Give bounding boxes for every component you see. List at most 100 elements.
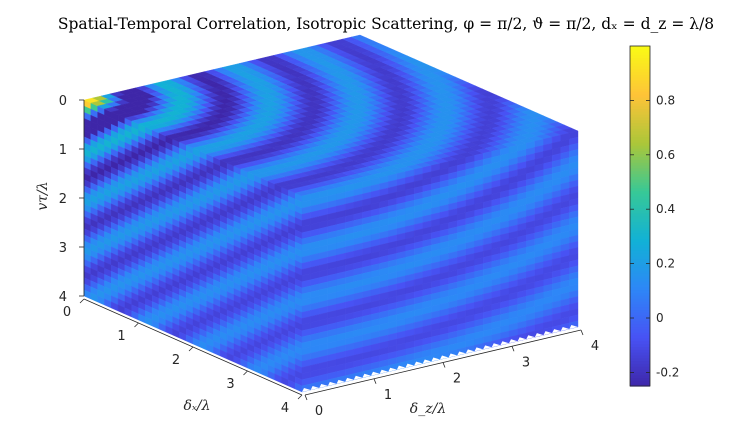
- colorbar-segment: [630, 71, 650, 75]
- colorbar-tick-label: -0.2: [656, 365, 679, 379]
- surface-plot: [83, 34, 579, 393]
- surface-edge-notch: [310, 385, 320, 390]
- colorbar-segment: [630, 261, 650, 265]
- surface-edge-notch: [474, 347, 484, 352]
- colorbar-segment: [630, 196, 650, 200]
- colorbar-segment: [630, 218, 650, 223]
- colorbar-segment: [630, 184, 650, 189]
- dz-tick-mark: [373, 378, 377, 384]
- colorbar-segment: [630, 216, 650, 220]
- colorbar-segment: [630, 119, 650, 124]
- colorbar-segment: [630, 244, 650, 248]
- colorbar-segment: [630, 247, 650, 251]
- colorbar-segment: [630, 301, 650, 305]
- colorbar-segment: [630, 272, 650, 277]
- colorbar-segment: [630, 187, 650, 192]
- colorbar-segment: [630, 145, 650, 149]
- colorbar-segment: [630, 111, 650, 115]
- colorbar-segment: [630, 108, 650, 112]
- colorbar-segment: [630, 46, 650, 50]
- vtau-axis-label: vτ/λ: [35, 181, 51, 210]
- colorbar-segment: [630, 210, 650, 214]
- surface-edge-notch: [431, 357, 440, 362]
- colorbar-segment: [630, 284, 650, 288]
- surface-edge-notch: [457, 351, 466, 356]
- surface-edge-notch: [345, 377, 354, 382]
- colorbar-segment: [630, 281, 650, 285]
- colorbar-segment: [630, 170, 650, 175]
- colorbar-segment: [630, 278, 650, 282]
- surface-edge-notch: [302, 388, 311, 392]
- colorbar-segment: [630, 139, 650, 143]
- colorbar-segment: [630, 125, 650, 129]
- colorbar-segment: [630, 150, 650, 155]
- colorbar-segment: [630, 275, 650, 279]
- surface-edge-notch: [560, 327, 570, 332]
- colorbar-segment: [630, 250, 650, 254]
- colorbar-tick-label: 0.4: [656, 202, 675, 216]
- colorbar-segment: [630, 235, 650, 240]
- colorbar-segment: [630, 63, 650, 67]
- colorbar-segment: [630, 343, 650, 347]
- vtau-tick-label: 3: [59, 241, 67, 256]
- colorbar-segment: [630, 116, 650, 121]
- colorbar-segment: [630, 371, 650, 376]
- colorbar-segment: [630, 332, 650, 336]
- colorbar-tick-label: 0: [656, 311, 664, 325]
- colorbar-segment: [630, 165, 650, 169]
- colorbar-segment: [630, 346, 650, 350]
- surface-edge-notch: [422, 359, 432, 364]
- colorbar-segment: [630, 68, 650, 73]
- colorbar-segment: [630, 201, 650, 206]
- colorbar-segment: [630, 337, 650, 342]
- colorbar-segment: [630, 292, 650, 296]
- surface-edge-notch: [414, 361, 423, 366]
- colorbar-segment: [630, 329, 650, 333]
- colorbar-segment: [630, 148, 650, 152]
- colorbar-segment: [630, 82, 650, 87]
- colorbar-segment: [630, 159, 650, 163]
- dx-tick-mark: [243, 370, 248, 376]
- colorbar-segment: [630, 48, 650, 53]
- colorbar-segment: [630, 99, 650, 104]
- colorbar-segment: [630, 207, 650, 211]
- colorbar-segment: [630, 380, 650, 384]
- dx-tick-label: 3: [226, 377, 234, 392]
- colorbar-segment: [630, 377, 650, 381]
- surface-edge-notch: [448, 353, 458, 358]
- surface-edge-notch: [517, 337, 527, 342]
- colorbar-segment: [630, 295, 650, 299]
- surface-edge-notch: [500, 341, 509, 346]
- colorbar-segment: [630, 233, 650, 237]
- colorbar-segment: [630, 114, 650, 118]
- colorbar-segment: [630, 320, 650, 325]
- colorbar-tick-label: 0.6: [656, 148, 675, 162]
- colorbar-segment: [630, 241, 650, 245]
- colorbar-segment: [630, 312, 650, 316]
- colorbar-segment: [630, 204, 650, 209]
- colorbar-segment: [630, 318, 650, 322]
- dx-tick-mark: [297, 394, 303, 400]
- colorbar-segment: [630, 306, 650, 311]
- colorbar-segment: [630, 258, 650, 262]
- colorbar-segment: [630, 224, 650, 228]
- chart-title: Spatial-Temporal Correlation, Isotropic …: [58, 15, 714, 33]
- colorbar-segment: [630, 286, 650, 291]
- colorbar-segment: [630, 323, 650, 328]
- dz-tick-mark: [511, 346, 515, 352]
- colorbar-segment: [630, 54, 650, 58]
- surface-edge-notch: [543, 331, 553, 336]
- colorbar-segment: [630, 77, 650, 81]
- colorbar-segment: [630, 213, 650, 217]
- colorbar-segment: [630, 357, 650, 362]
- colorbar-segment: [630, 360, 650, 364]
- colorbar-segment: [630, 363, 650, 367]
- colorbar-segment: [630, 366, 650, 370]
- vtau-tick-label: 2: [59, 192, 67, 207]
- colorbar-segment: [630, 85, 650, 90]
- colorbar-segment: [630, 354, 650, 359]
- dx-tick-label: 2: [172, 353, 180, 368]
- colorbar-segment: [630, 190, 650, 194]
- dx-axis-label: δₓ/λ: [184, 398, 211, 414]
